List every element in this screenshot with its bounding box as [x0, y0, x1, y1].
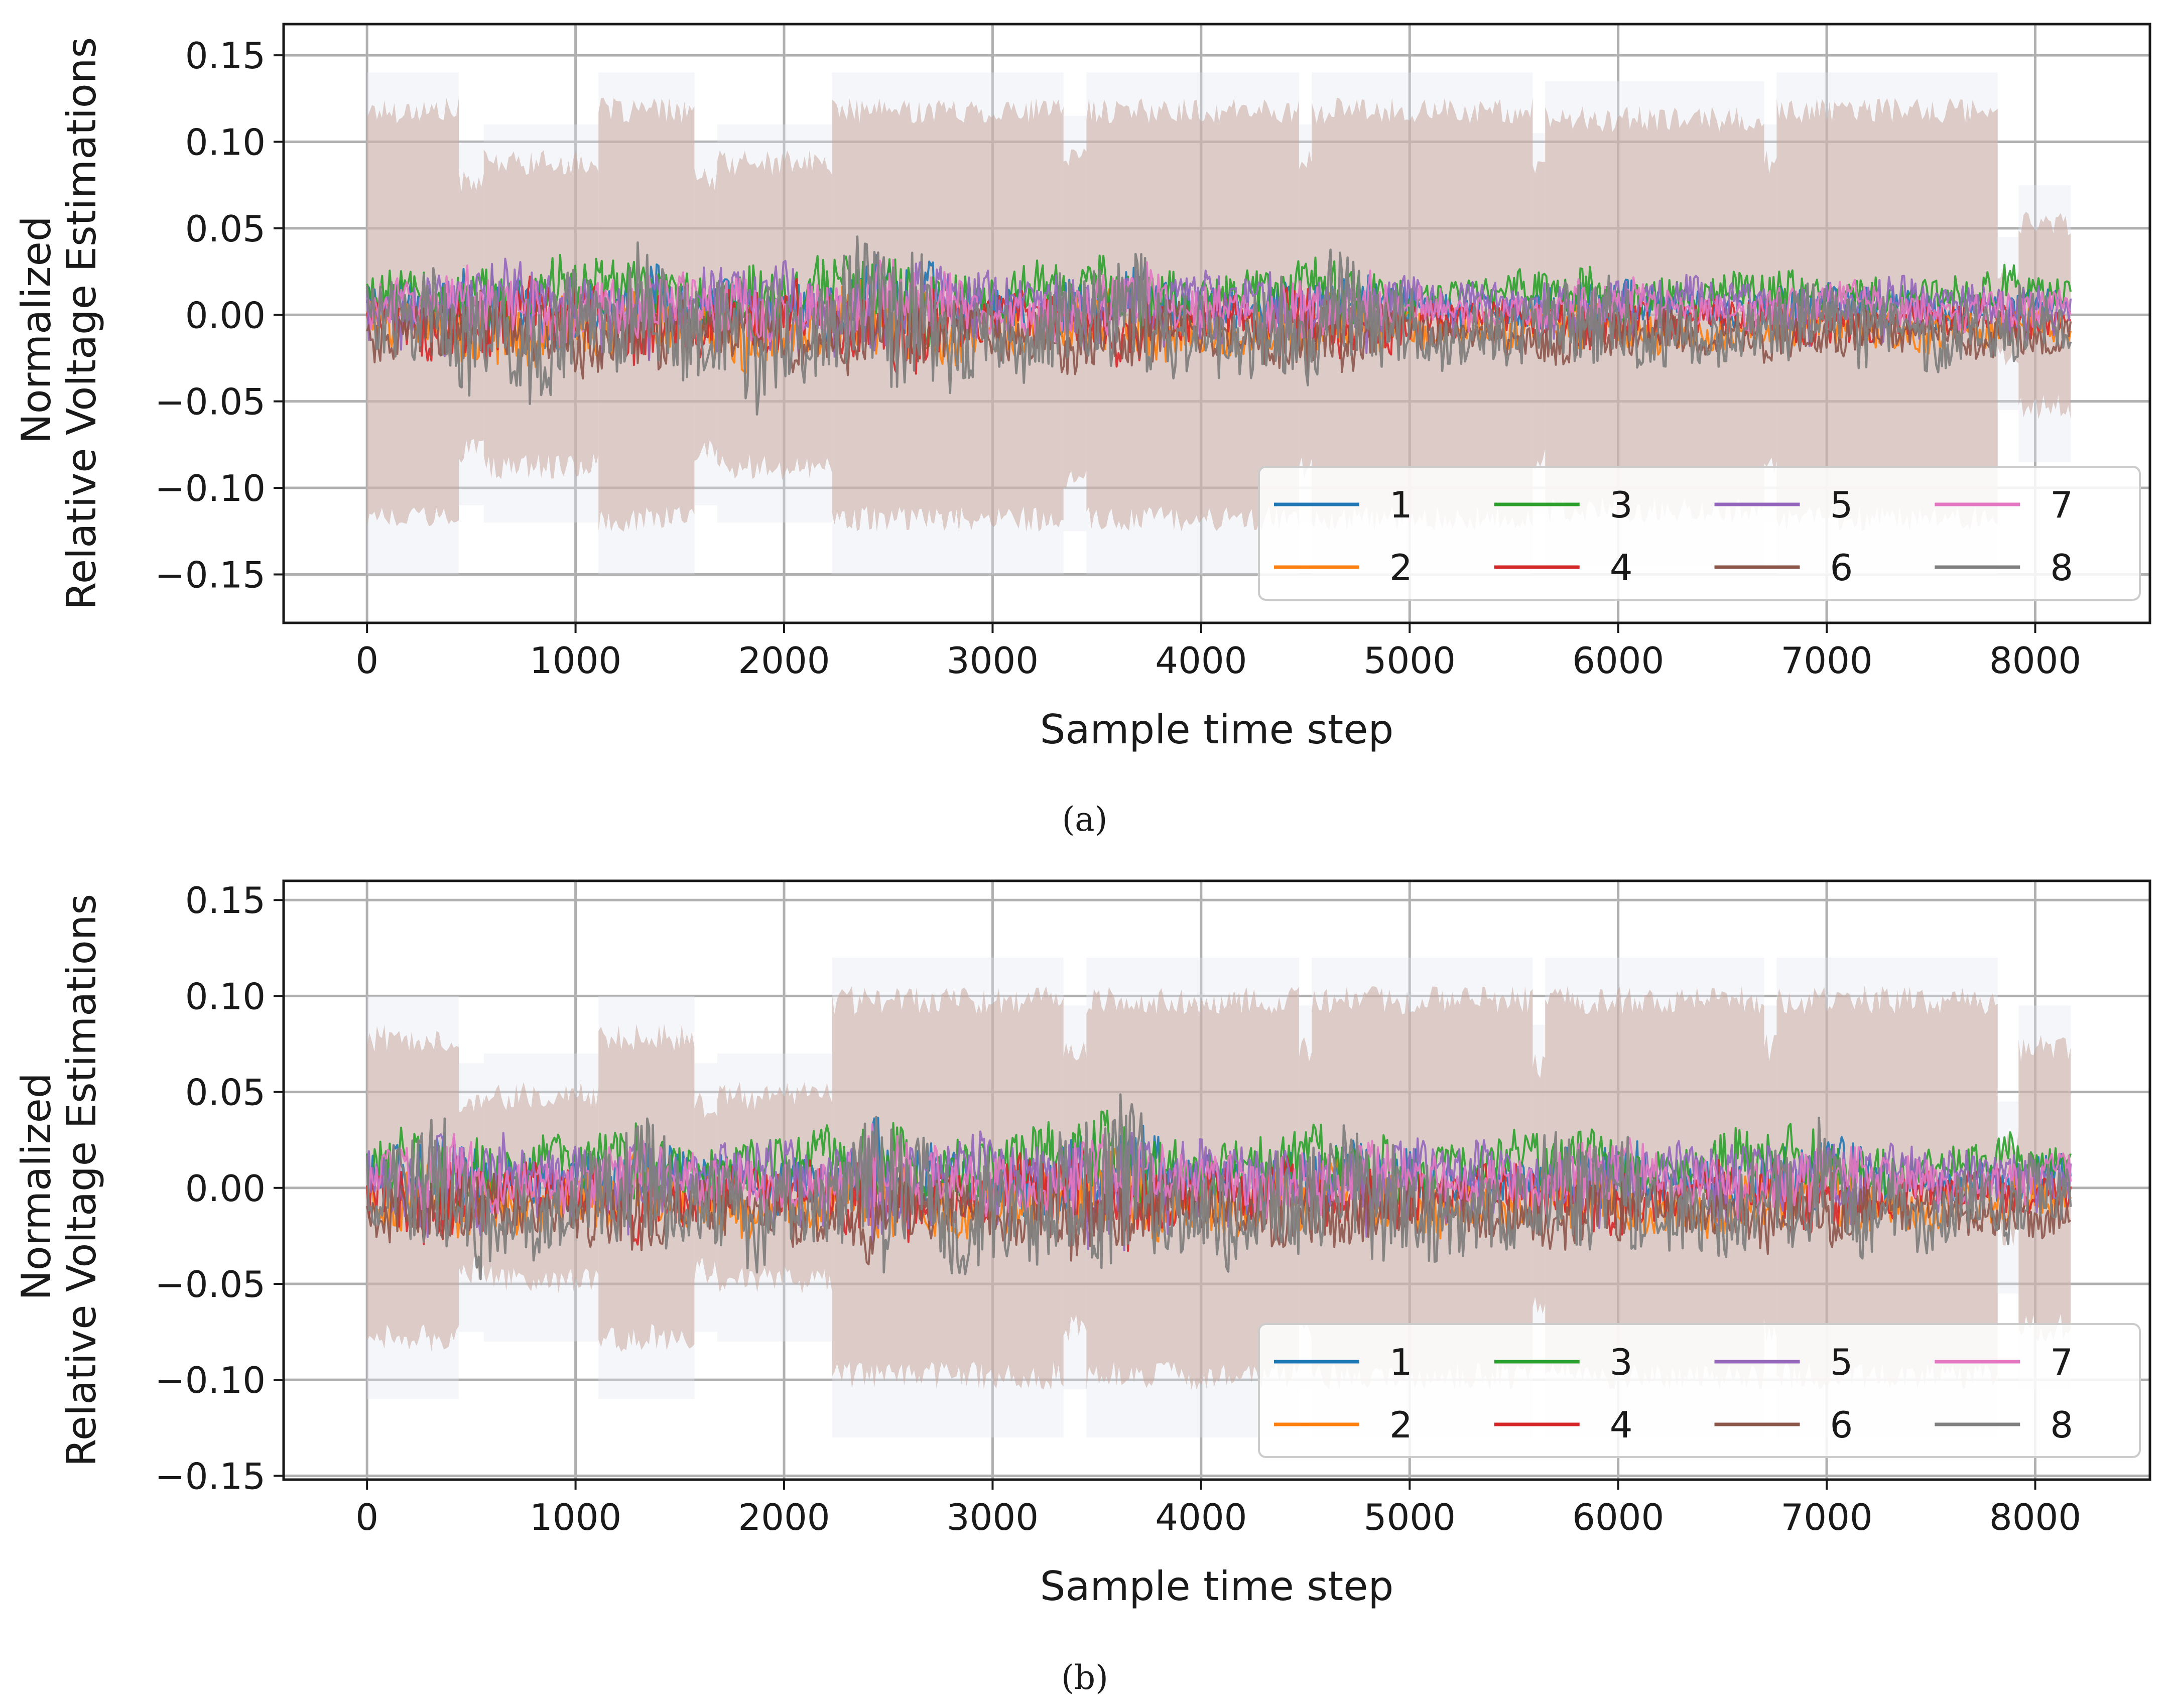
panel-a-y-axis-label-line1: Normalized: [13, 216, 60, 444]
x-tick-label-4: 4000: [1155, 1496, 1247, 1538]
x-tick-label-2: 2000: [738, 639, 830, 682]
panel-a-y-axis-label: Normalized Relative Voltage Estimations: [13, 37, 105, 610]
y-tick-label-0: 0.15: [185, 879, 266, 922]
legend-box: [1258, 1323, 2141, 1458]
legend-label-1: 1: [1389, 1341, 1413, 1383]
x-tick-label-1: 1000: [530, 1496, 621, 1538]
panel-b-x-ticks: 0 1000 2000 3000 4000 5000 6000 7000 8000: [355, 1480, 2081, 1538]
y-tick-label-4: −0.05: [155, 1263, 266, 1305]
x-tick-label-5: 5000: [1364, 639, 1456, 682]
legend-label-6: 6: [1830, 547, 1853, 589]
panel-b-chart: 0 1000 2000 3000 4000 5000 6000 7000 8000 0.150.…: [13, 879, 2151, 1610]
legend-label-7: 7: [2050, 1341, 2073, 1383]
panel-b-y-axis-label: Normalized Relative Voltage Estimations: [13, 894, 105, 1467]
legend-label-8: 8: [2050, 547, 2073, 589]
legend-label-5: 5: [1830, 484, 1853, 526]
x-tick-label-6: 6000: [1572, 1496, 1664, 1538]
panel-a-x-ticks: 0 1000 2000 3000 4000 5000 6000 7000 8000: [355, 623, 2081, 682]
y-tick-label-6: −0.15: [155, 1455, 266, 1497]
legend-label-3: 3: [1610, 484, 1633, 526]
legend-box: [1258, 466, 2141, 601]
legend-label-4: 4: [1610, 547, 1633, 589]
x-tick-label-1: 1000: [530, 639, 621, 682]
x-tick-label-8: 8000: [1989, 639, 2081, 682]
x-tick-label-3: 3000: [947, 639, 1039, 682]
series-line-8: [365, 235, 2072, 416]
y-tick-label-2: 0.05: [185, 208, 266, 250]
panel-a-caption: (a): [1062, 800, 1108, 839]
panel-a-chart: 0 1000 2000 3000 4000 5000 6000 7000 8000 0.150.…: [13, 23, 2151, 753]
legend-label-1: 1: [1389, 484, 1413, 526]
x-tick-label-7: 7000: [1780, 639, 1872, 682]
y-tick-label-1: 0.10: [185, 975, 266, 1017]
panel-b-legend: 1 2 3 4 5 6 7 8: [1258, 1323, 2141, 1458]
y-tick-label-3: 0.00: [185, 1167, 266, 1210]
legend-label-2: 2: [1389, 547, 1413, 589]
x-tick-label-0: 0: [355, 639, 378, 682]
panel-b-y-axis-label-line1: Normalized: [13, 1073, 60, 1300]
legend-label-2: 2: [1389, 1404, 1413, 1446]
panel-a-legend: 1 2 3 4 5 6 7 8: [1258, 466, 2141, 601]
y-tick-label-5: −0.10: [155, 1359, 266, 1401]
x-tick-label-0: 0: [355, 1496, 378, 1538]
panel-a-y-ticks: 0.15 0.10 0.05 0.00 −0.05 −0.10 −0.15: [155, 35, 284, 596]
legend-label-3: 3: [1610, 1341, 1633, 1383]
x-tick-label-4: 4000: [1155, 639, 1247, 682]
panel-b-x-axis-label: Sample time step: [1040, 1563, 1394, 1610]
legend-label-7: 7: [2050, 484, 2073, 526]
band-segment-12: [1545, 106, 1764, 523]
panel-a-x-axis-label: Sample time step: [1040, 706, 1394, 753]
panel-a-series-lines: [365, 235, 2072, 416]
panel-b-axes-frame: [282, 879, 2151, 1481]
panel-b-y-ticks: 0.15 0.10 0.05 0.00 −0.05 −0.10 −0.15: [155, 879, 284, 1497]
panel-b-caption: (b): [1061, 1658, 1108, 1697]
legend-label-6: 6: [1830, 1404, 1853, 1446]
y-tick-label-1: 0.10: [185, 121, 266, 163]
panel-a-axes-frame: [282, 23, 2151, 624]
panel-b-y-axis-label-line2: Relative Voltage Estimations: [58, 894, 105, 1467]
panel-a-y-axis-label-line2: Relative Voltage Estimations: [58, 37, 105, 610]
x-tick-label-3: 3000: [947, 1496, 1039, 1538]
y-tick-label-0: 0.15: [185, 35, 266, 77]
y-tick-label-6: −0.15: [155, 554, 266, 596]
x-tick-label-6: 6000: [1572, 639, 1664, 682]
x-tick-label-5: 5000: [1364, 1496, 1456, 1538]
panel-b-series-lines: [365, 1093, 2072, 1280]
legend-label-5: 5: [1830, 1341, 1853, 1383]
y-tick-label-4: −0.05: [155, 381, 266, 423]
x-tick-label-2: 2000: [738, 1496, 830, 1538]
band-segment-2: [483, 1082, 599, 1293]
y-tick-label-5: −0.10: [155, 467, 266, 509]
y-tick-label-2: 0.05: [185, 1072, 266, 1114]
series-line-8: [365, 1093, 2072, 1280]
legend-label-8: 8: [2050, 1404, 2073, 1446]
y-tick-label-3: 0.00: [185, 294, 266, 336]
x-tick-label-7: 7000: [1780, 1496, 1872, 1538]
x-tick-label-8: 8000: [1989, 1496, 2081, 1538]
legend-label-4: 4: [1610, 1404, 1633, 1446]
